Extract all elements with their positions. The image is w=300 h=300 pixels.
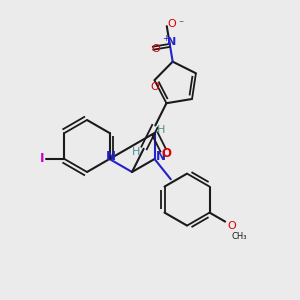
Text: CH₃: CH₃ <box>231 232 247 241</box>
Text: O: O <box>228 220 236 231</box>
Text: O: O <box>152 44 160 54</box>
Text: O: O <box>161 147 172 161</box>
Text: N: N <box>106 149 116 163</box>
Text: ⁻: ⁻ <box>178 19 183 29</box>
Text: H: H <box>131 147 140 157</box>
Text: O: O <box>167 19 176 29</box>
Text: H: H <box>157 125 166 136</box>
Text: I: I <box>40 152 44 166</box>
Text: +: + <box>162 34 169 43</box>
Text: N: N <box>155 151 166 164</box>
Text: O: O <box>150 82 159 92</box>
Text: N: N <box>167 37 176 47</box>
